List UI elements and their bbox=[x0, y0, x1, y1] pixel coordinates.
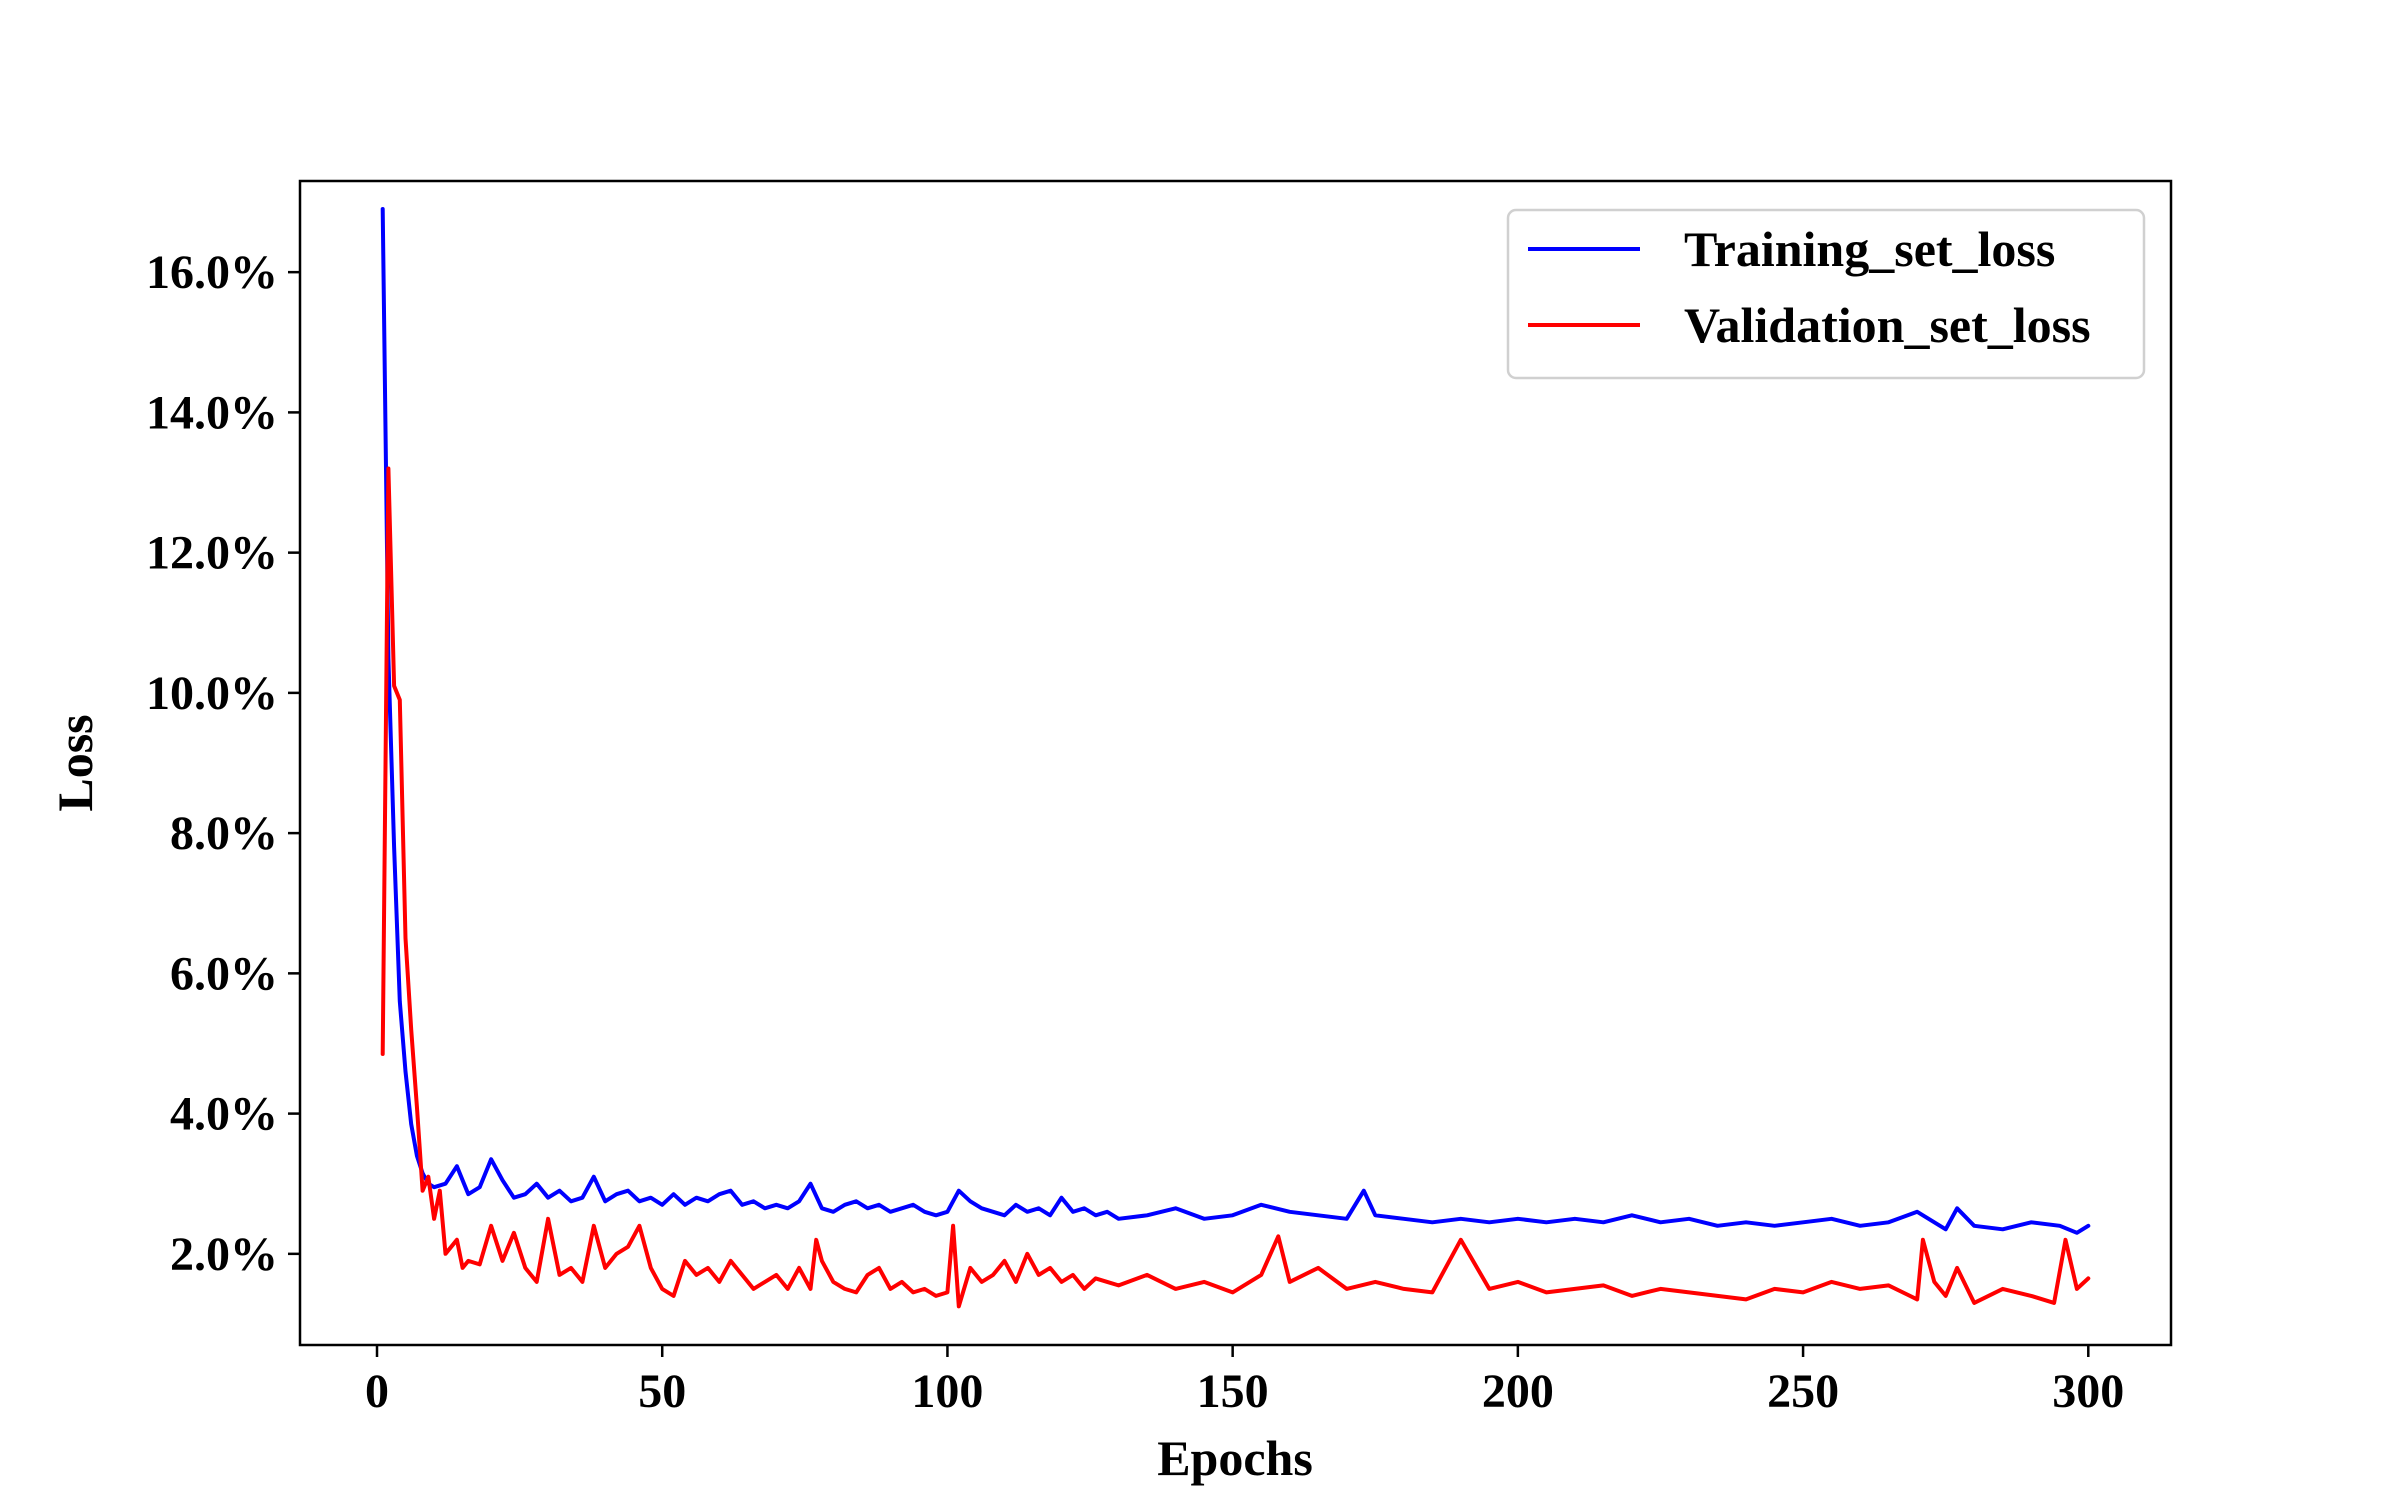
x-tick-label: 100 bbox=[911, 1365, 983, 1418]
x-axis: 0 50 100 150 200 250 300 bbox=[365, 1345, 2124, 1418]
y-tick-label: 14.0% bbox=[146, 386, 278, 439]
legend: Training_set_loss Validation_set_loss bbox=[1506, 208, 2146, 380]
y-axis-label: Loss bbox=[47, 714, 103, 811]
x-tick-label: 150 bbox=[1197, 1365, 1269, 1418]
y-tick-label: 12.0% bbox=[146, 527, 278, 580]
y-tick-label: 8.0% bbox=[170, 807, 278, 860]
x-tick-label: 0 bbox=[365, 1365, 389, 1418]
y-tick-label: 4.0% bbox=[170, 1088, 278, 1141]
legend-label-validation: Validation_set_loss bbox=[1684, 297, 2091, 353]
y-tick-label: 2.0% bbox=[170, 1228, 278, 1281]
x-tick-label: 50 bbox=[638, 1365, 686, 1418]
x-tick-label: 300 bbox=[2052, 1365, 2124, 1418]
series-line-training bbox=[380, 207, 2091, 1235]
y-tick-label: 10.0% bbox=[146, 667, 278, 720]
legend-label-training: Training_set_loss bbox=[1684, 221, 2055, 277]
series-layer bbox=[380, 207, 2091, 1309]
x-tick-label: 250 bbox=[1767, 1365, 1839, 1418]
y-axis: 2.0% 4.0% 6.0% 8.0% 10.0% 12.0% 14.0% 16.0% bbox=[146, 246, 300, 1281]
y-tick-label: 6.0% bbox=[170, 947, 278, 1000]
x-axis-label: Epochs bbox=[1157, 1430, 1313, 1486]
legend-box bbox=[1506, 208, 2146, 380]
plot-frame bbox=[298, 179, 2173, 1347]
series-line-validation bbox=[380, 466, 2091, 1309]
y-tick-label: 16.0% bbox=[146, 246, 278, 299]
x-tick-label: 200 bbox=[1482, 1365, 1554, 1418]
